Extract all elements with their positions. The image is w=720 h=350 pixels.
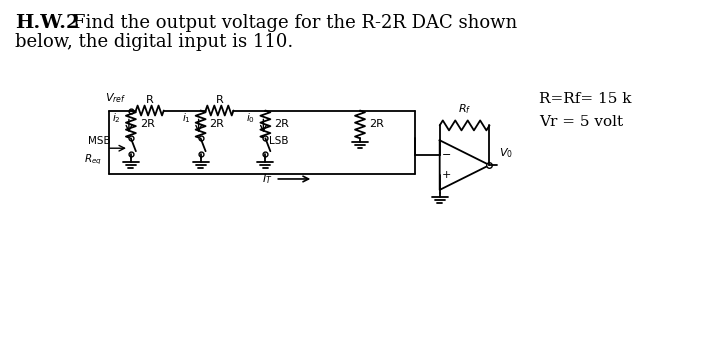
Text: $I_T$: $I_T$ (262, 172, 272, 186)
Text: below, the digital input is 110.: below, the digital input is 110. (15, 33, 294, 51)
Text: $R_f$: $R_f$ (458, 103, 472, 117)
Text: −: − (442, 150, 451, 160)
Text: 2R: 2R (369, 119, 384, 130)
Text: 2R: 2R (274, 119, 289, 130)
Text: $R_{eq}$: $R_{eq}$ (84, 153, 102, 167)
Text: Find the output voltage for the R-2R DAC shown: Find the output voltage for the R-2R DAC… (73, 14, 518, 32)
Text: R: R (146, 94, 153, 105)
Text: R: R (216, 94, 223, 105)
Text: $V_{ref}$: $V_{ref}$ (104, 91, 126, 105)
Text: LSB: LSB (269, 136, 289, 146)
Text: $i_2$: $i_2$ (112, 112, 121, 125)
Text: $i_0$: $i_0$ (246, 112, 256, 125)
Text: H.W.2: H.W.2 (15, 14, 80, 32)
Text: $i_1$: $i_1$ (181, 112, 191, 125)
Text: 2R: 2R (210, 119, 225, 130)
Text: R=Rf= 15 k: R=Rf= 15 k (539, 92, 632, 106)
Text: Vr = 5 volt: Vr = 5 volt (539, 116, 624, 130)
Text: +: + (442, 170, 451, 180)
Text: MSB: MSB (89, 136, 111, 146)
Text: $V_0$: $V_0$ (500, 146, 513, 160)
Text: 2R: 2R (140, 119, 155, 130)
